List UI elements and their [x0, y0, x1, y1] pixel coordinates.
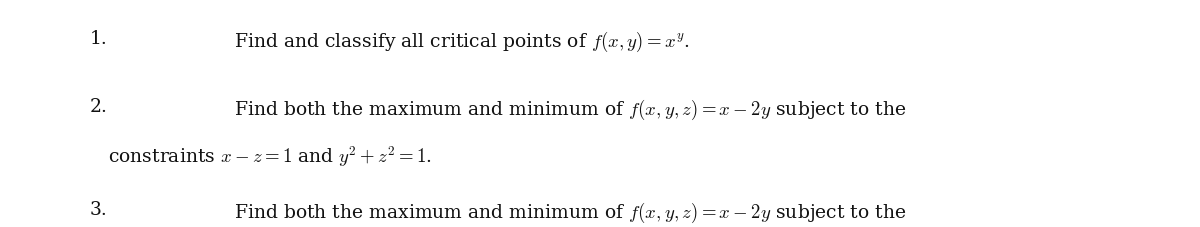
- Text: Find both the maximum and minimum of $f(x, y, z) = x - 2y$ subject to the: Find both the maximum and minimum of $f(…: [234, 98, 906, 122]
- Text: constraints $x - z = 1$ and $y^2 + z^2 = 1$.: constraints $x - z = 1$ and $y^2 + z^2 =…: [108, 143, 432, 168]
- Text: 1.: 1.: [90, 30, 108, 47]
- Text: Find and classify all critical points of $f(x, y) = x^y$.: Find and classify all critical points of…: [234, 30, 690, 54]
- Text: 3.: 3.: [90, 200, 108, 218]
- Text: Find both the maximum and minimum of $f(x, y, z) = x - 2y$ subject to the: Find both the maximum and minimum of $f(…: [234, 200, 906, 224]
- Text: 2.: 2.: [90, 98, 108, 116]
